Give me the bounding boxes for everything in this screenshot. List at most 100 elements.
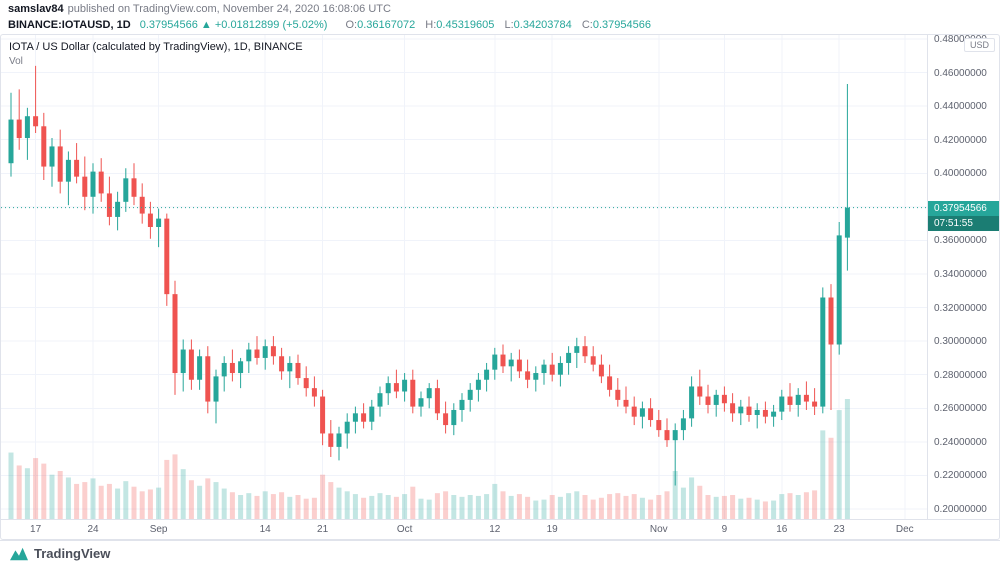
chart-widget[interactable]: IOTA / US Dollar (calculated by TradingV… xyxy=(0,34,1000,540)
volume-bar xyxy=(492,483,498,519)
volume-bar xyxy=(418,498,424,519)
candle-body xyxy=(697,386,703,397)
candle-body xyxy=(254,349,260,358)
candle-body xyxy=(664,430,670,441)
volume-bar xyxy=(287,496,293,519)
candle-body xyxy=(590,356,596,365)
volume-bar xyxy=(680,487,686,519)
volume-bar xyxy=(836,410,842,519)
time-tick-label: 16 xyxy=(776,524,788,535)
candle-body xyxy=(631,406,637,417)
volume-bar xyxy=(303,498,309,519)
volume-bar xyxy=(131,486,137,519)
candle-body xyxy=(65,159,71,182)
candle-body xyxy=(238,361,244,374)
volume-bar xyxy=(557,496,563,519)
candle-body xyxy=(434,388,440,414)
candle-body xyxy=(533,373,539,380)
volume-bar xyxy=(541,499,547,519)
candle-body xyxy=(205,356,211,402)
volume-bar xyxy=(730,495,736,519)
candle-body xyxy=(812,401,818,407)
candle-body xyxy=(139,196,145,214)
candle-body xyxy=(549,364,555,375)
candle-body xyxy=(615,389,621,400)
price-tick-label: 0.48000000 xyxy=(934,34,987,45)
volume-bar xyxy=(828,437,834,519)
low-label: L: xyxy=(504,19,514,31)
tradingview-logo-icon[interactable] xyxy=(10,547,28,561)
candle-body xyxy=(648,408,654,421)
candle-body xyxy=(98,171,104,194)
candle-body xyxy=(418,398,424,407)
candle-body xyxy=(188,349,194,380)
volume-bar xyxy=(270,494,276,519)
volume-bar xyxy=(188,480,194,519)
candle-body xyxy=(303,378,309,389)
volume-bar xyxy=(525,496,531,519)
volume-bar xyxy=(65,477,71,519)
time-tick-label: Sep xyxy=(149,524,168,535)
candle-body xyxy=(377,393,383,407)
candle-body xyxy=(475,379,481,390)
candle-body xyxy=(820,297,826,407)
time-tick-label: 12 xyxy=(489,524,501,535)
volume-bar xyxy=(49,474,55,519)
candle-body xyxy=(828,297,834,345)
candle-body xyxy=(484,369,490,380)
volume-bar xyxy=(74,483,80,519)
volume-bar xyxy=(615,493,621,519)
volume-bar xyxy=(754,499,760,519)
volume-bar xyxy=(279,492,285,519)
change-percent: (+5.02%) xyxy=(282,19,328,31)
volume-bar xyxy=(533,500,539,519)
volume-bar xyxy=(172,454,178,519)
candle-body xyxy=(779,396,785,412)
volume-bar xyxy=(721,495,727,519)
candle-body xyxy=(147,213,153,227)
price-tick-label: 0.24000000 xyxy=(934,436,987,448)
candle-body xyxy=(328,433,334,447)
candlestick-chart[interactable] xyxy=(1,35,927,519)
open-value: 0.36167072 xyxy=(357,19,416,31)
candle-body xyxy=(787,396,793,405)
volume-bar xyxy=(180,469,186,519)
candle-body xyxy=(90,171,96,197)
candle-body xyxy=(320,396,326,434)
volume-bar xyxy=(344,491,350,519)
candle-body xyxy=(639,408,645,417)
candle-body xyxy=(336,433,342,447)
price-tick-label: 0.20000000 xyxy=(934,504,987,515)
candle-body xyxy=(74,159,80,177)
price-tick-label: 0.40000000 xyxy=(934,168,987,180)
time-axis[interactable]: 17 24 Sep 14 21 Oct 12 19 Nov 9 16 23 Dec xyxy=(1,519,999,539)
candle-body xyxy=(623,399,629,407)
candle-body xyxy=(451,409,457,426)
tradingview-brand[interactable]: TradingView xyxy=(34,546,111,561)
price-axis[interactable]: 0.48000000 0.46000000 0.44000000 0.42000000… xyxy=(927,34,999,519)
volume-bar xyxy=(328,482,334,519)
volume-bar xyxy=(41,463,47,519)
volume-bar xyxy=(771,500,777,519)
volume-bar xyxy=(738,498,744,519)
volume-bar xyxy=(320,474,326,519)
candle-body xyxy=(344,421,350,434)
volume-bar xyxy=(197,485,203,519)
publisher-username[interactable]: samslav84 xyxy=(8,3,64,15)
candle-body xyxy=(426,388,432,399)
currency-toggle-button[interactable]: USD xyxy=(963,38,995,52)
price-tick-label: 0.22000000 xyxy=(934,470,987,482)
price-tick-label: 0.32000000 xyxy=(934,302,987,314)
publish-info-text: published on TradingView.com, November 2… xyxy=(67,3,391,15)
volume-bar xyxy=(443,491,449,519)
volume-bar xyxy=(295,495,301,519)
symbol-name[interactable]: BINANCE:IOTAUSD, 1D xyxy=(8,19,131,31)
price-tick-label: 0.42000000 xyxy=(934,134,987,146)
volume-bar xyxy=(508,495,514,519)
candle-body xyxy=(754,409,760,415)
volume-bar xyxy=(582,495,588,519)
time-tick-label: 24 xyxy=(87,524,99,535)
candle-body xyxy=(131,178,137,197)
change-arrow-icon: ▲ xyxy=(200,19,212,31)
volume-bar xyxy=(762,501,768,519)
